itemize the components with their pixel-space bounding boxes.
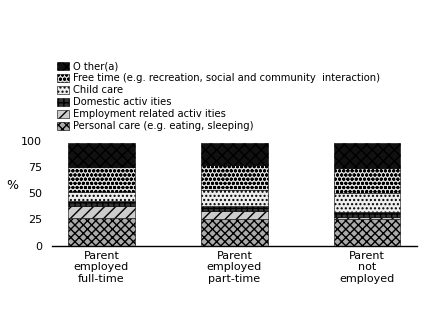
Bar [201, 165, 267, 190]
Bar [201, 143, 267, 165]
Legend: O ther(a), Free time (e.g. recreation, social and community  interaction), Child: O ther(a), Free time (e.g. recreation, s… [57, 61, 380, 131]
Bar [334, 193, 400, 212]
Bar [68, 218, 135, 246]
Bar [334, 217, 400, 220]
Bar [68, 167, 135, 192]
Bar [68, 206, 135, 218]
Bar [201, 211, 267, 220]
Bar [68, 201, 135, 206]
Bar [334, 212, 400, 217]
Bar [201, 190, 267, 206]
Bar [334, 220, 400, 246]
Bar [334, 143, 400, 168]
Bar [334, 168, 400, 193]
Bar [68, 143, 135, 167]
Bar [201, 206, 267, 211]
Y-axis label: %: % [6, 179, 18, 192]
Bar [201, 220, 267, 246]
Bar [68, 192, 135, 201]
